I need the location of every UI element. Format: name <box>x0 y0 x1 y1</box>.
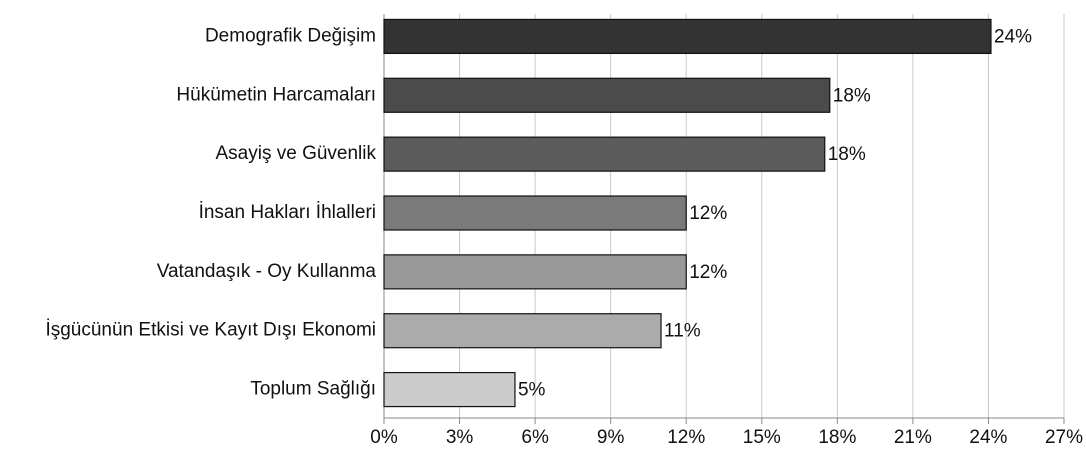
data-label: 18% <box>828 144 866 165</box>
bar <box>383 254 687 290</box>
x-tick-label: 24% <box>969 427 1007 448</box>
x-tick-label: 12% <box>667 427 705 448</box>
x-tick-label: 18% <box>818 427 856 448</box>
bar <box>383 313 662 349</box>
x-tick-label: 15% <box>743 427 781 448</box>
y-tick-label: İnsan Hakları İhlalleri <box>199 202 376 223</box>
y-tick-label: Demografik Değişim <box>205 25 376 46</box>
y-tick-label: Hükümetin Harcamaları <box>176 84 376 105</box>
y-tick-label: Toplum Sağlığı <box>250 379 376 400</box>
data-label: 12% <box>689 262 727 283</box>
data-label: 11% <box>664 321 701 342</box>
x-tick-label: 9% <box>597 427 625 448</box>
data-label: 5% <box>518 380 546 401</box>
y-tick-label: Asayiş ve Güvenlik <box>215 143 376 164</box>
bar <box>383 371 516 408</box>
data-label: 12% <box>689 203 727 224</box>
bar <box>383 195 687 231</box>
bar <box>383 136 826 172</box>
data-label: 24% <box>994 26 1032 47</box>
x-tick-label: 27% <box>1045 427 1083 448</box>
data-label: 18% <box>833 85 871 106</box>
y-tick-label: Vatandaşık - Oy Kullanma <box>157 261 377 282</box>
x-tick-label: 21% <box>894 427 932 448</box>
x-tick-label: 0% <box>370 427 398 448</box>
x-tick-label: 3% <box>446 427 474 448</box>
bar <box>383 18 992 55</box>
x-tick-label: 6% <box>521 427 549 448</box>
y-tick-label: İşgücünün Etkisi ve Kayıt Dışı Ekonomi <box>45 320 376 341</box>
bar <box>383 77 831 113</box>
